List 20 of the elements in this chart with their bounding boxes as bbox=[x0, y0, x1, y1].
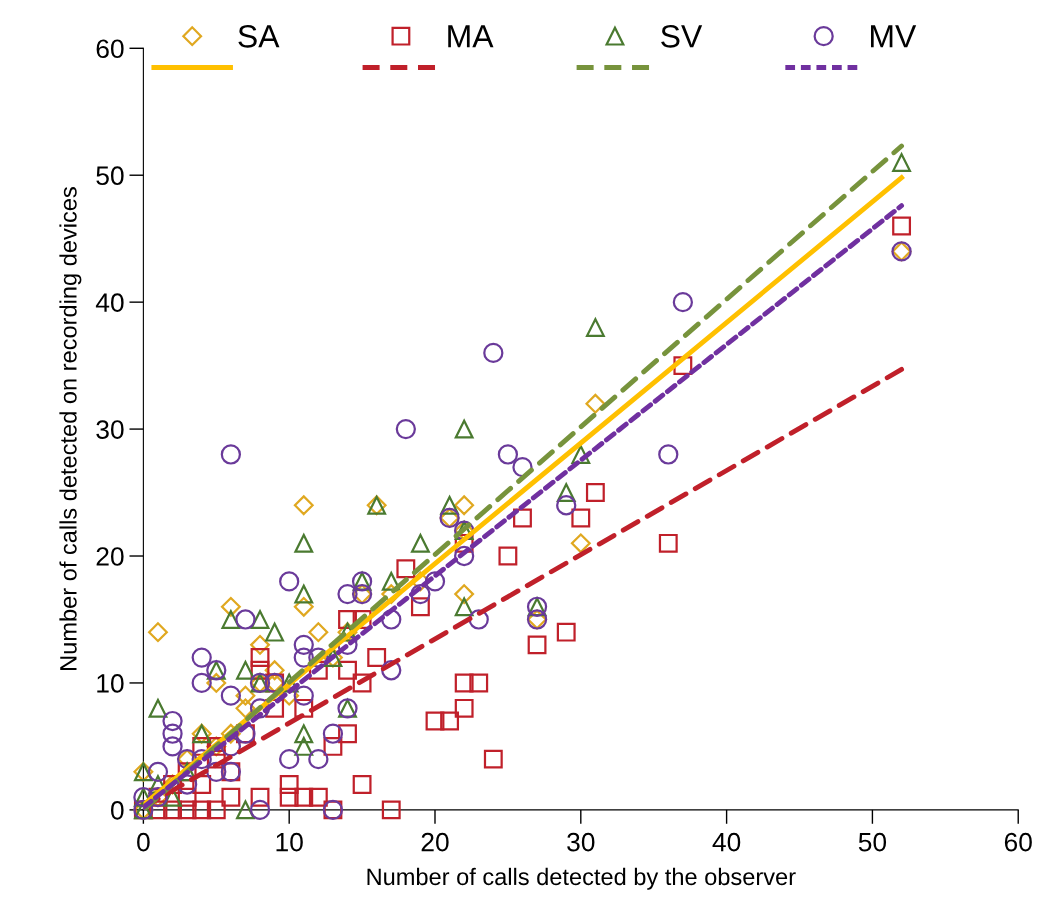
legend-label: MA bbox=[448, 25, 494, 48]
x-tick-label: 20 bbox=[421, 832, 449, 852]
y-tick-label: 40 bbox=[95, 293, 124, 312]
x-tick-label: 60 bbox=[1004, 832, 1032, 852]
legend-label: SV bbox=[661, 25, 703, 48]
y-tick-label: 20 bbox=[96, 547, 124, 566]
x-tick-label: 10 bbox=[276, 832, 303, 852]
x-tick-label: 50 bbox=[858, 832, 887, 852]
y-tick-label: 30 bbox=[96, 420, 124, 439]
x-tick-label: 0 bbox=[137, 832, 150, 852]
y-tick-label: 10 bbox=[97, 674, 124, 693]
y-axis-title: Number of calls detected on recording devices bbox=[59, 187, 82, 670]
y-tick-label: 60 bbox=[96, 39, 124, 59]
legend-label: SA bbox=[238, 25, 280, 48]
legend-label: MV bbox=[871, 25, 917, 48]
x-tick-label: 30 bbox=[567, 832, 595, 852]
y-tick-label: 0 bbox=[110, 801, 124, 820]
y-tick-label: 50 bbox=[96, 166, 124, 186]
x-axis-title: Number of calls detected by the observer bbox=[367, 867, 796, 890]
x-tick-label: 40 bbox=[712, 832, 741, 852]
